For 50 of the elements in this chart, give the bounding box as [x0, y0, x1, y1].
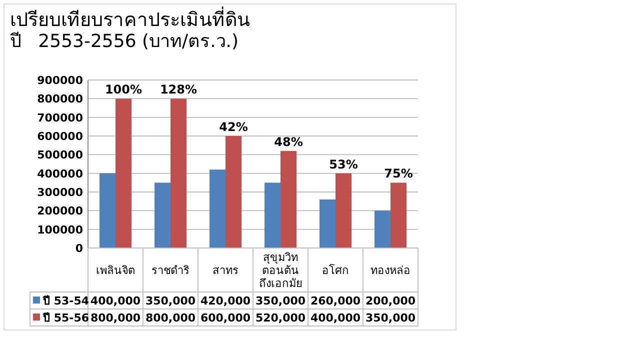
- chart-title: เปรียบเทียบราคาประเมินที่ดิน: [10, 6, 250, 31]
- data-label: 350,000: [255, 294, 306, 308]
- y-tick-label: 400000: [37, 167, 84, 180]
- bar: [264, 182, 280, 248]
- bar: [280, 150, 296, 248]
- x-tick-label: สุขุมวิท ตอนต้น ถึงเอกมัย: [259, 251, 302, 290]
- bar: [100, 173, 116, 248]
- legend-label: ปี 53-54: [42, 294, 90, 308]
- x-tick-label: ทองหล่อ: [370, 264, 410, 277]
- bar: [374, 210, 390, 248]
- x-tick-label: เพลินจิต: [96, 264, 135, 277]
- y-tick-label: 300000: [37, 186, 84, 199]
- bar: [320, 199, 336, 248]
- x-tick-label: ราชดำริ: [152, 264, 190, 277]
- annotation: 48%: [274, 134, 303, 149]
- annotation: 128%: [160, 82, 198, 97]
- chart-subtitle: ปี 2553-2556 (บาท/ตร.ว.): [10, 31, 239, 52]
- data-label: 800,000: [145, 312, 196, 324]
- y-tick-label: 900000: [37, 74, 84, 87]
- bar: [390, 182, 406, 248]
- bar: [226, 136, 242, 248]
- annotation: 42%: [219, 120, 248, 134]
- x-tick-label: อโศก: [322, 263, 349, 277]
- data-label: 600,000: [200, 312, 251, 324]
- data-label: 400,000: [310, 312, 361, 324]
- x-tick-label: สาทร: [212, 264, 238, 277]
- data-label: 800,000: [90, 312, 141, 324]
- y-tick-label: 800000: [37, 92, 84, 106]
- data-label: 400,000: [90, 294, 141, 308]
- data-label: 350,000: [145, 294, 196, 308]
- data-label: 350,000: [365, 312, 416, 324]
- y-tick-label: 200000: [37, 204, 84, 218]
- y-tick-label: 700000: [37, 111, 84, 124]
- data-label: 260,000: [310, 294, 361, 308]
- data-label: 200,000: [365, 294, 416, 308]
- annotation: 53%: [329, 157, 358, 172]
- bar: [210, 170, 226, 248]
- bar: [170, 98, 186, 248]
- y-tick-label: 0: [75, 242, 84, 255]
- annotation: 75%: [384, 166, 413, 181]
- legend-label: ปี 55-56: [42, 312, 90, 324]
- y-tick-label: 100000: [37, 223, 84, 236]
- bar: [116, 98, 132, 248]
- annotation: 100%: [104, 82, 142, 97]
- data-label: 420,000: [200, 294, 251, 308]
- y-tick-label: 500000: [37, 148, 84, 162]
- bar: [154, 182, 170, 248]
- data-label: 520,000: [255, 312, 306, 324]
- bar: [336, 173, 352, 248]
- y-tick-label: 600000: [37, 130, 84, 143]
